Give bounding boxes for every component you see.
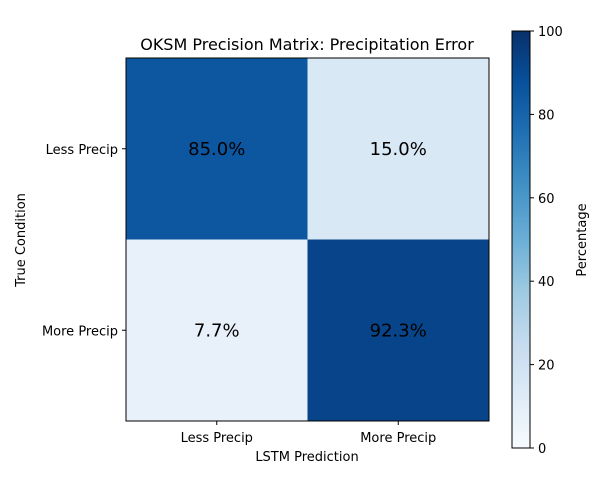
heatmap-cell-r1-c1 bbox=[307, 239, 489, 421]
chart-title: OKSM Precision Matrix: Precipitation Err… bbox=[140, 35, 474, 54]
colorbar-tick-label: 40 bbox=[538, 275, 555, 290]
colorbar-ticks: 0 20 40 60 80 100 bbox=[530, 25, 563, 457]
x-axis-ticks: Less Precip More Precip bbox=[181, 421, 436, 446]
heatmap-cell-r1-c0 bbox=[126, 239, 308, 421]
cell-value-label-r1-c0: 7.7% bbox=[194, 320, 240, 341]
x-tick-label: Less Precip bbox=[181, 431, 253, 446]
colorbar-tick-label: 20 bbox=[538, 359, 555, 374]
y-tick-label: More Precip bbox=[42, 324, 118, 339]
colorbar-tick-label: 0 bbox=[538, 442, 546, 457]
plot-frame bbox=[125, 57, 490, 422]
heatmap-cell-r0-c0 bbox=[126, 58, 308, 240]
colorbar-tick-label: 100 bbox=[538, 25, 563, 40]
y-axis-label: True Condition bbox=[14, 193, 29, 288]
y-axis-ticks: Less Precip More Precip bbox=[42, 143, 126, 339]
colorbar-tick-label: 60 bbox=[538, 192, 555, 207]
x-tick-label: More Precip bbox=[360, 431, 436, 446]
x-axis-label: LSTM Prediction bbox=[255, 450, 358, 465]
y-tick-label: Less Precip bbox=[46, 143, 118, 158]
heatmap-cell-r0-c1 bbox=[307, 58, 489, 240]
cell-value-label-r0-c0: 85.0% bbox=[188, 139, 245, 160]
cell-value-label-r1-c1: 92.3% bbox=[370, 320, 427, 341]
colorbar-tick-label: 80 bbox=[538, 108, 555, 123]
colorbar bbox=[511, 30, 531, 449]
heatmap-cells: 85.0% 15.0% 7.7% 92.3% bbox=[126, 58, 489, 421]
colorbar-label: Percentage bbox=[575, 203, 590, 276]
cell-value-label-r0-c1: 15.0% bbox=[370, 139, 427, 160]
